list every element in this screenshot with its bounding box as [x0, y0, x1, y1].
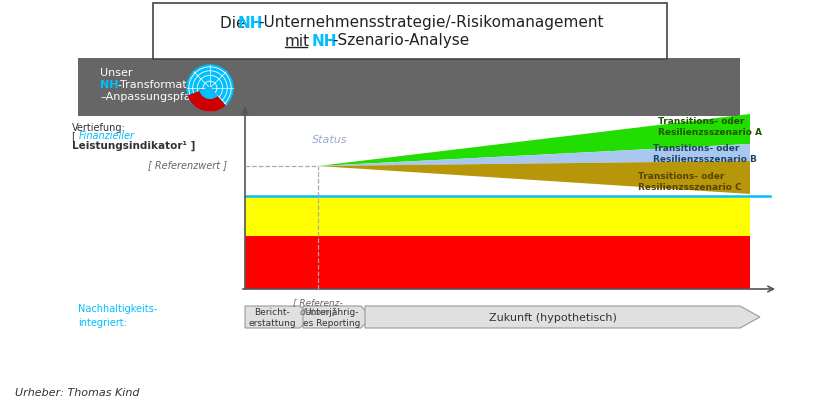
Text: [ Referenzwert ]: [ Referenzwert ] [147, 160, 227, 170]
Wedge shape [200, 89, 216, 99]
Wedge shape [188, 89, 224, 112]
Text: NH: NH [238, 16, 263, 30]
Text: Transitions- oder
Resilienzsszenario B: Transitions- oder Resilienzsszenario B [652, 143, 756, 164]
Polygon shape [303, 306, 370, 328]
Text: -Transformations-/: -Transformations-/ [117, 80, 217, 90]
Text: -Unternehmensstrategie/-Risikomanagement: -Unternehmensstrategie/-Risikomanagement [258, 16, 603, 30]
Text: Vertiefung:: Vertiefung: [72, 123, 125, 133]
Text: Bericht-
erstattung: Bericht- erstattung [248, 307, 296, 327]
Text: [ Referenz-: [ Referenz- [292, 297, 342, 306]
Text: Urheber: Thomas Kind: Urheber: Thomas Kind [15, 387, 139, 397]
Text: Unterjährig-
es Reporting: Unterjährig- es Reporting [303, 307, 360, 327]
Bar [245, 236, 749, 289]
Text: Die: Die [219, 16, 250, 30]
Bar [245, 196, 749, 236]
Polygon shape [318, 145, 749, 166]
FancyBboxPatch shape [153, 4, 666, 60]
Polygon shape [318, 162, 749, 195]
Polygon shape [245, 117, 318, 166]
Polygon shape [245, 306, 310, 328]
Text: Transitions- oder
Resilienzsszenario A: Transitions- oder Resilienzsszenario A [657, 116, 761, 137]
Text: Unser: Unser [100, 68, 133, 78]
Text: mit: mit [285, 34, 310, 48]
Bar [78, 59, 739, 117]
Text: –Anpassungspfad: –Anpassungspfad [100, 92, 197, 102]
Text: NH: NH [100, 80, 119, 90]
Text: datum ]: datum ] [300, 306, 336, 315]
Text: [: [ [72, 131, 79, 141]
Polygon shape [318, 115, 749, 166]
Polygon shape [364, 306, 759, 328]
Text: Transitions- oder
Resilienzsszenario C: Transitions- oder Resilienzsszenario C [637, 171, 740, 192]
Text: NH: NH [311, 34, 337, 48]
Text: Nachhaltigkeits-
integriert:: Nachhaltigkeits- integriert: [78, 303, 157, 327]
Text: Zukunft (hypothetisch): Zukunft (hypothetisch) [488, 312, 616, 322]
Text: Status: Status [312, 135, 347, 145]
Text: Finanzieller: Finanzieller [79, 131, 135, 141]
Text: Leistungsindikator¹ ]: Leistungsindikator¹ ] [72, 141, 195, 151]
Polygon shape [245, 122, 318, 166]
Circle shape [187, 66, 233, 112]
Text: -Szenario-Analyse: -Szenario-Analyse [332, 34, 468, 48]
